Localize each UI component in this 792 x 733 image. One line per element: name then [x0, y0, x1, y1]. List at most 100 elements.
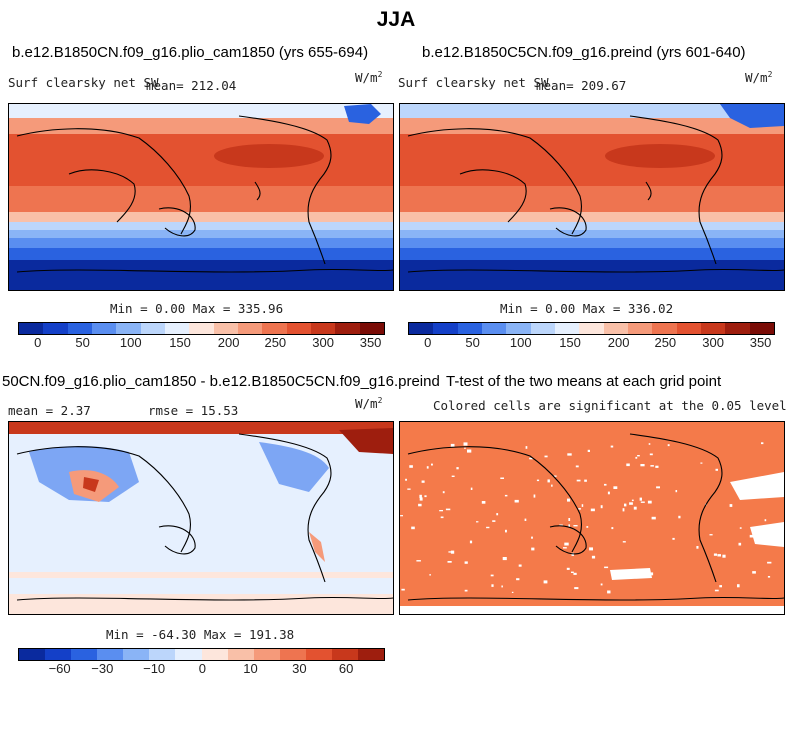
colorbar-tick-label: 30 [292, 661, 307, 676]
nonsignificant-cell [470, 487, 473, 490]
panel-3-rmse: rmse = 15.53 [148, 403, 239, 418]
nonsignificant-cell [448, 551, 453, 553]
nonsignificant-cell [764, 519, 767, 522]
nonsignificant-cell [411, 526, 415, 530]
nonsignificant-cell [581, 504, 584, 507]
colorbar-segment [409, 323, 434, 334]
colorbar-segment [310, 323, 336, 334]
colorbar-segment [19, 649, 46, 660]
nonsignificant-cell [424, 495, 427, 498]
nonsignificant-cell [647, 500, 652, 504]
panel-2-heatmap [400, 104, 784, 290]
panel-1-title: b.e12.B1850CN.f09_g16.plio_cam1850 (yrs … [12, 44, 369, 61]
colorbar-tick-label: 300 [312, 335, 334, 350]
nonsignificant-cell [761, 442, 764, 445]
nonsignificant-cell [624, 503, 627, 507]
colorbar-segment [253, 649, 280, 660]
panel-2-minmax: Min = 0.00 Max = 336.02 [500, 301, 674, 316]
colorbar-segment [237, 323, 263, 334]
panel-4-heatmap [400, 422, 784, 614]
nonsignificant-cell [737, 584, 740, 588]
nonsignificant-cell [738, 542, 742, 546]
colorbar-tick-label: 150 [169, 335, 191, 350]
nonsignificant-cell [767, 561, 772, 564]
nonsignificant-cell [613, 486, 618, 489]
colorbar-segment [97, 649, 124, 660]
nonsignificant-cell [563, 547, 567, 549]
nonsignificant-cell [578, 508, 581, 510]
nonsignificant-cell [564, 542, 569, 546]
colorbar-tick-label: 350 [749, 335, 772, 350]
nonsignificant-cell [400, 515, 403, 517]
colorbar-segment [700, 323, 726, 334]
nonsignificant-cell [656, 486, 660, 489]
panel-3-map [8, 421, 394, 615]
nonsignificant-cell [749, 534, 754, 538]
panel-2-title: b.e12.B1850C5CN.f09_g16.preind (yrs 601-… [422, 44, 746, 61]
nonsignificant-cell [490, 574, 494, 577]
nonsignificant-cell [637, 455, 640, 457]
colorbar-segment [457, 323, 482, 334]
nonsignificant-cell [737, 493, 740, 496]
nonsignificant-cell [640, 501, 645, 503]
nonsignificant-cell [524, 518, 527, 521]
colorbar-tick-label: 50 [75, 335, 90, 350]
colorbar-tick-label: 100 [119, 335, 142, 350]
colorbar-segment [506, 323, 531, 334]
panel-2-subtitle: Surf clearsky net SW [398, 75, 549, 90]
panel-2-colorbar-ticks: 0 50 100 150 200 250 300 350 [408, 335, 773, 350]
colorbar-segment [149, 649, 176, 660]
nonsignificant-cell [450, 443, 455, 447]
nonsignificant-cell [607, 491, 610, 495]
nonsignificant-cell [439, 510, 443, 512]
nonsignificant-cell [464, 447, 466, 449]
nonsignificant-cell [590, 508, 595, 512]
panel-3-colorbar-ticks: −60 −30 −10 0 10 30 60 [18, 661, 383, 676]
nonsignificant-cell [650, 572, 654, 576]
colorbar-segment [286, 323, 311, 334]
nonsignificant-cell [629, 502, 633, 505]
nonsignificant-cell [533, 494, 536, 498]
panel-1-mean: mean= 212.04 [146, 78, 237, 93]
nonsignificant-cell [610, 445, 614, 448]
colorbar-segment [335, 323, 360, 334]
colorbar-segment [19, 323, 44, 334]
colorbar-segment [358, 649, 385, 660]
nonsignificant-cell [600, 505, 603, 509]
colorbar-segment [67, 323, 92, 334]
page-title: JJA [376, 8, 416, 31]
nonsignificant-cell [531, 536, 533, 539]
nonsignificant-cell [640, 464, 645, 467]
colorbar-segment [627, 323, 653, 334]
colorbar-tick-label: 60 [338, 661, 354, 676]
nonsignificant-cell [440, 516, 444, 519]
nonsignificant-cell [407, 488, 411, 490]
colorbar-segment [331, 649, 359, 660]
nonsignificant-cell [650, 465, 654, 467]
nonsignificant-cell [551, 484, 553, 487]
colorbar-tick-label: 0 [198, 661, 206, 676]
nonsignificant-cell [543, 580, 548, 584]
colorbar-segment [652, 323, 677, 334]
nonsignificant-cell [567, 453, 572, 456]
nonsignificant-cell [486, 526, 490, 529]
colorbar-segment [43, 323, 68, 334]
panel-2-colorbar [408, 322, 775, 335]
nonsignificant-cell [421, 480, 425, 483]
nonsignificant-cell [496, 513, 499, 516]
nonsignificant-cell [405, 478, 407, 481]
nonsignificant-cell [626, 463, 630, 467]
panel-1-colorbar [18, 322, 385, 335]
colorbar-tick-label: 50 [465, 335, 480, 350]
nonsignificant-cell [573, 525, 578, 527]
nonsignificant-cell [401, 588, 405, 591]
nonsignificant-cell [713, 553, 717, 556]
nonsignificant-cell [416, 560, 421, 562]
nonsignificant-cell [651, 516, 656, 520]
colorbar-segment [140, 323, 165, 334]
nonsignificant-cell [573, 572, 577, 575]
panel-4-map [399, 421, 785, 615]
nonsignificant-cell [715, 468, 718, 471]
nonsignificant-cell [655, 465, 659, 468]
nonsignificant-cell [568, 518, 571, 521]
